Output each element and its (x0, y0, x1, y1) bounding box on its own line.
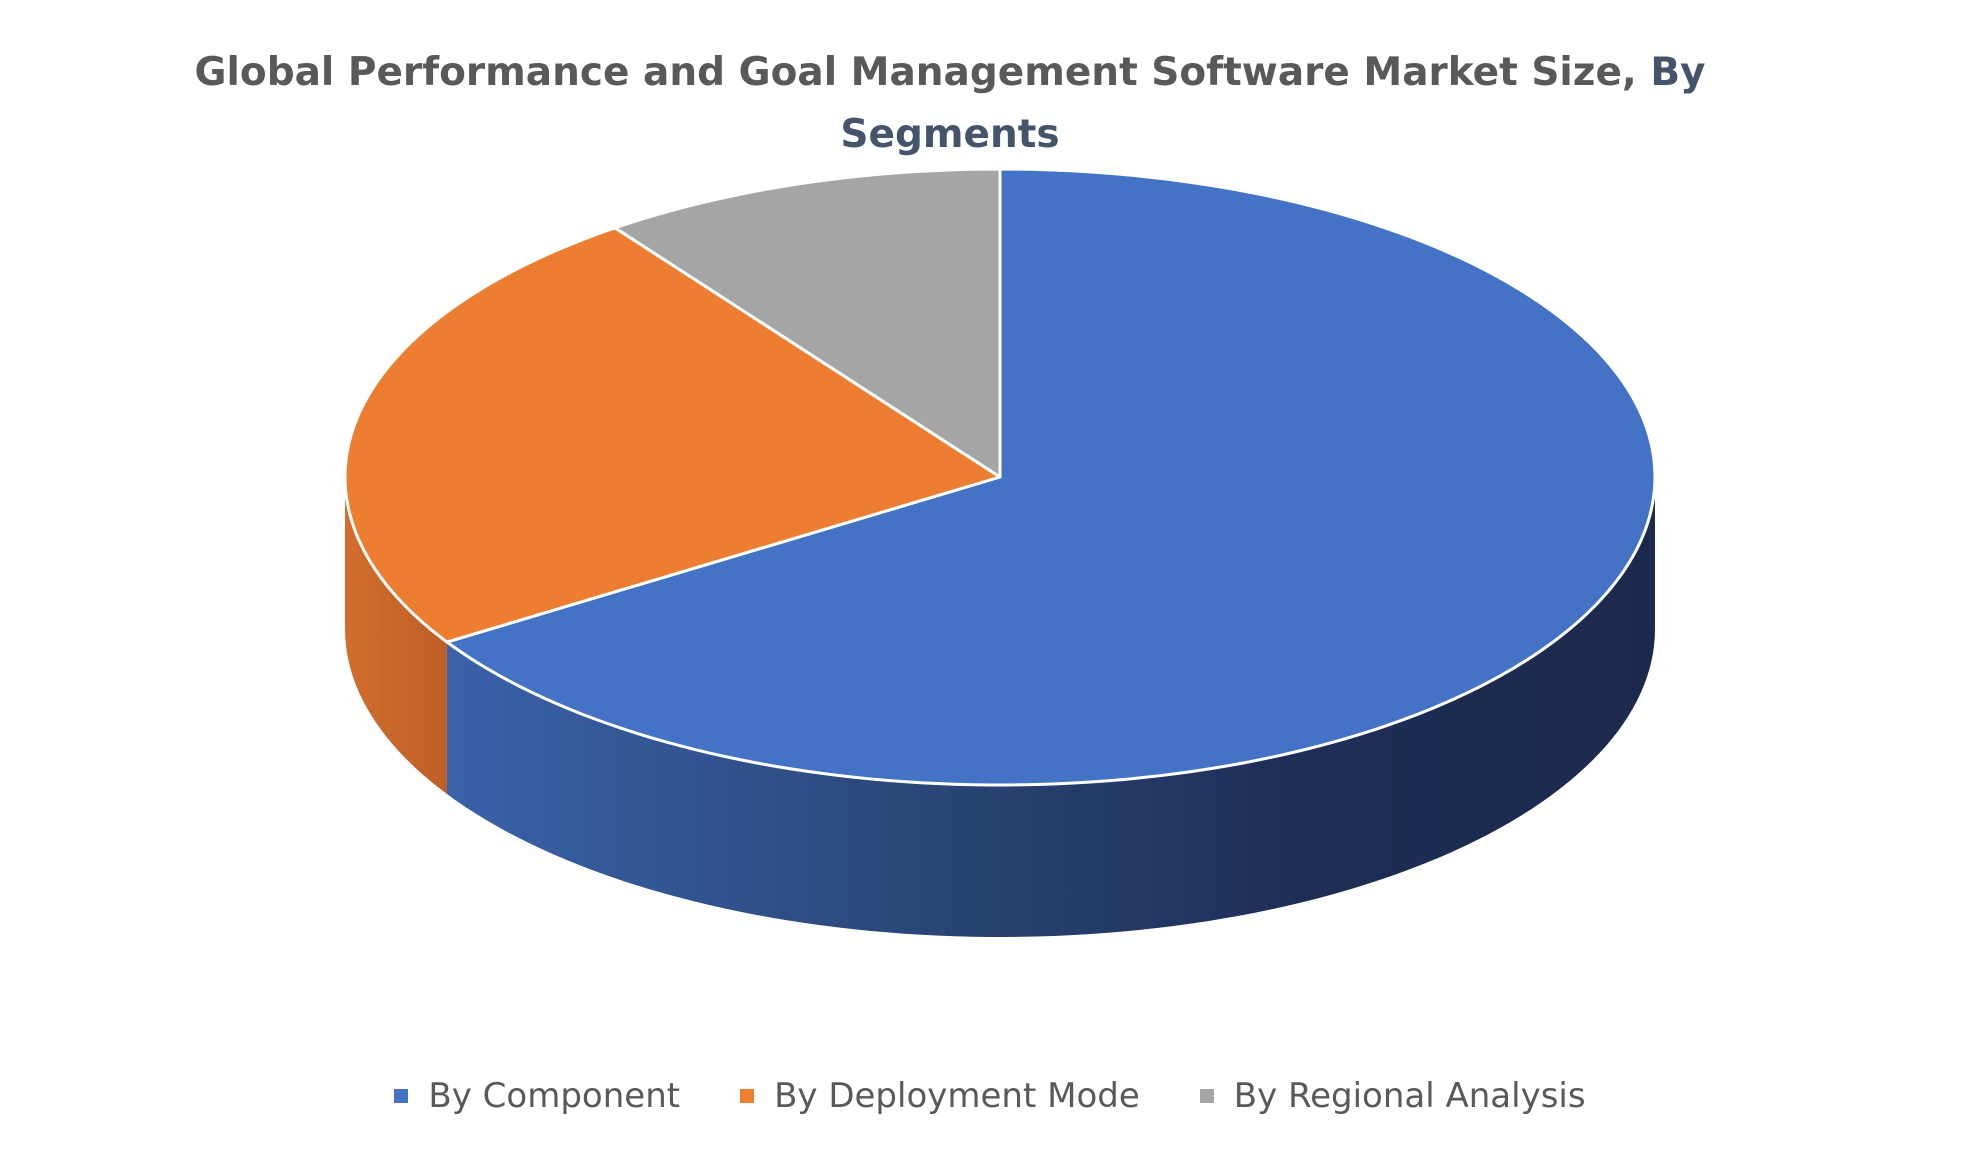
legend-swatch-by-component (394, 1089, 409, 1103)
legend-item-by-regional-analysis: By Regional Analysis (1199, 1076, 1586, 1116)
legend-swatch-by-deployment-mode (740, 1089, 755, 1103)
legend-label-by-deployment-mode: By Deployment Mode (774, 1076, 1140, 1116)
pie-slice-by-deployment-mode (343, 226, 1002, 644)
chart-legend: By Component By Deployment Mode By Regio… (0, 1066, 1980, 1126)
pie-side-by-component (446, 477, 1656, 937)
chart-title-main: Global Performance and Goal Management S… (194, 50, 1637, 95)
legend-swatch-by-regional-analysis (1199, 1089, 1214, 1103)
legend-item-by-deployment-mode: By Deployment Mode (740, 1076, 1140, 1116)
pie-side-by-deployment-mode (345, 477, 447, 795)
pie-slice-by-regional-analysis (613, 167, 1002, 479)
legend-item-by-component: By Component (394, 1076, 680, 1116)
chart-title: Global Performance and Goal Management S… (190, 42, 1710, 166)
chart-title-accent: By Segments (840, 50, 1706, 157)
legend-label-by-component: By Component (428, 1076, 681, 1116)
pie-slice-by-component (445, 167, 1657, 787)
legend-label-by-regional-analysis: By Regional Analysis (1233, 1076, 1586, 1116)
